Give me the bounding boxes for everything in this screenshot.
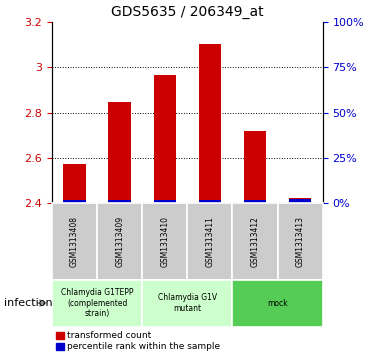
Bar — [108, 200, 131, 203]
Bar — [63, 200, 86, 203]
Bar — [154, 200, 176, 203]
Title: GDS5635 / 206349_at: GDS5635 / 206349_at — [111, 5, 264, 19]
Bar — [63, 164, 86, 203]
Bar — [52, 280, 142, 327]
Bar — [289, 199, 312, 203]
Bar — [278, 203, 323, 280]
Bar — [52, 203, 97, 280]
Bar — [233, 280, 323, 327]
Text: GSM1313413: GSM1313413 — [296, 216, 305, 267]
Text: GSM1313410: GSM1313410 — [160, 216, 169, 267]
Bar — [198, 44, 221, 203]
Text: GSM1313409: GSM1313409 — [115, 216, 124, 267]
Bar — [154, 75, 176, 203]
Bar — [244, 200, 266, 203]
Text: Chlamydia G1V
mutant: Chlamydia G1V mutant — [158, 293, 217, 313]
Text: mock: mock — [267, 299, 288, 307]
Text: infection: infection — [4, 298, 52, 308]
Text: GSM1313411: GSM1313411 — [206, 216, 214, 267]
Bar — [244, 131, 266, 203]
Bar — [97, 203, 142, 280]
Bar — [108, 102, 131, 203]
Bar — [198, 200, 221, 203]
Bar — [142, 280, 233, 327]
Text: GSM1313408: GSM1313408 — [70, 216, 79, 267]
Bar — [187, 203, 233, 280]
Bar — [142, 203, 187, 280]
Text: Chlamydia G1TEPP
(complemented
strain): Chlamydia G1TEPP (complemented strain) — [61, 288, 133, 318]
Bar — [289, 197, 312, 203]
Legend: transformed count, percentile rank within the sample: transformed count, percentile rank withi… — [56, 331, 220, 351]
Text: GSM1313412: GSM1313412 — [250, 216, 260, 267]
Bar — [233, 203, 278, 280]
